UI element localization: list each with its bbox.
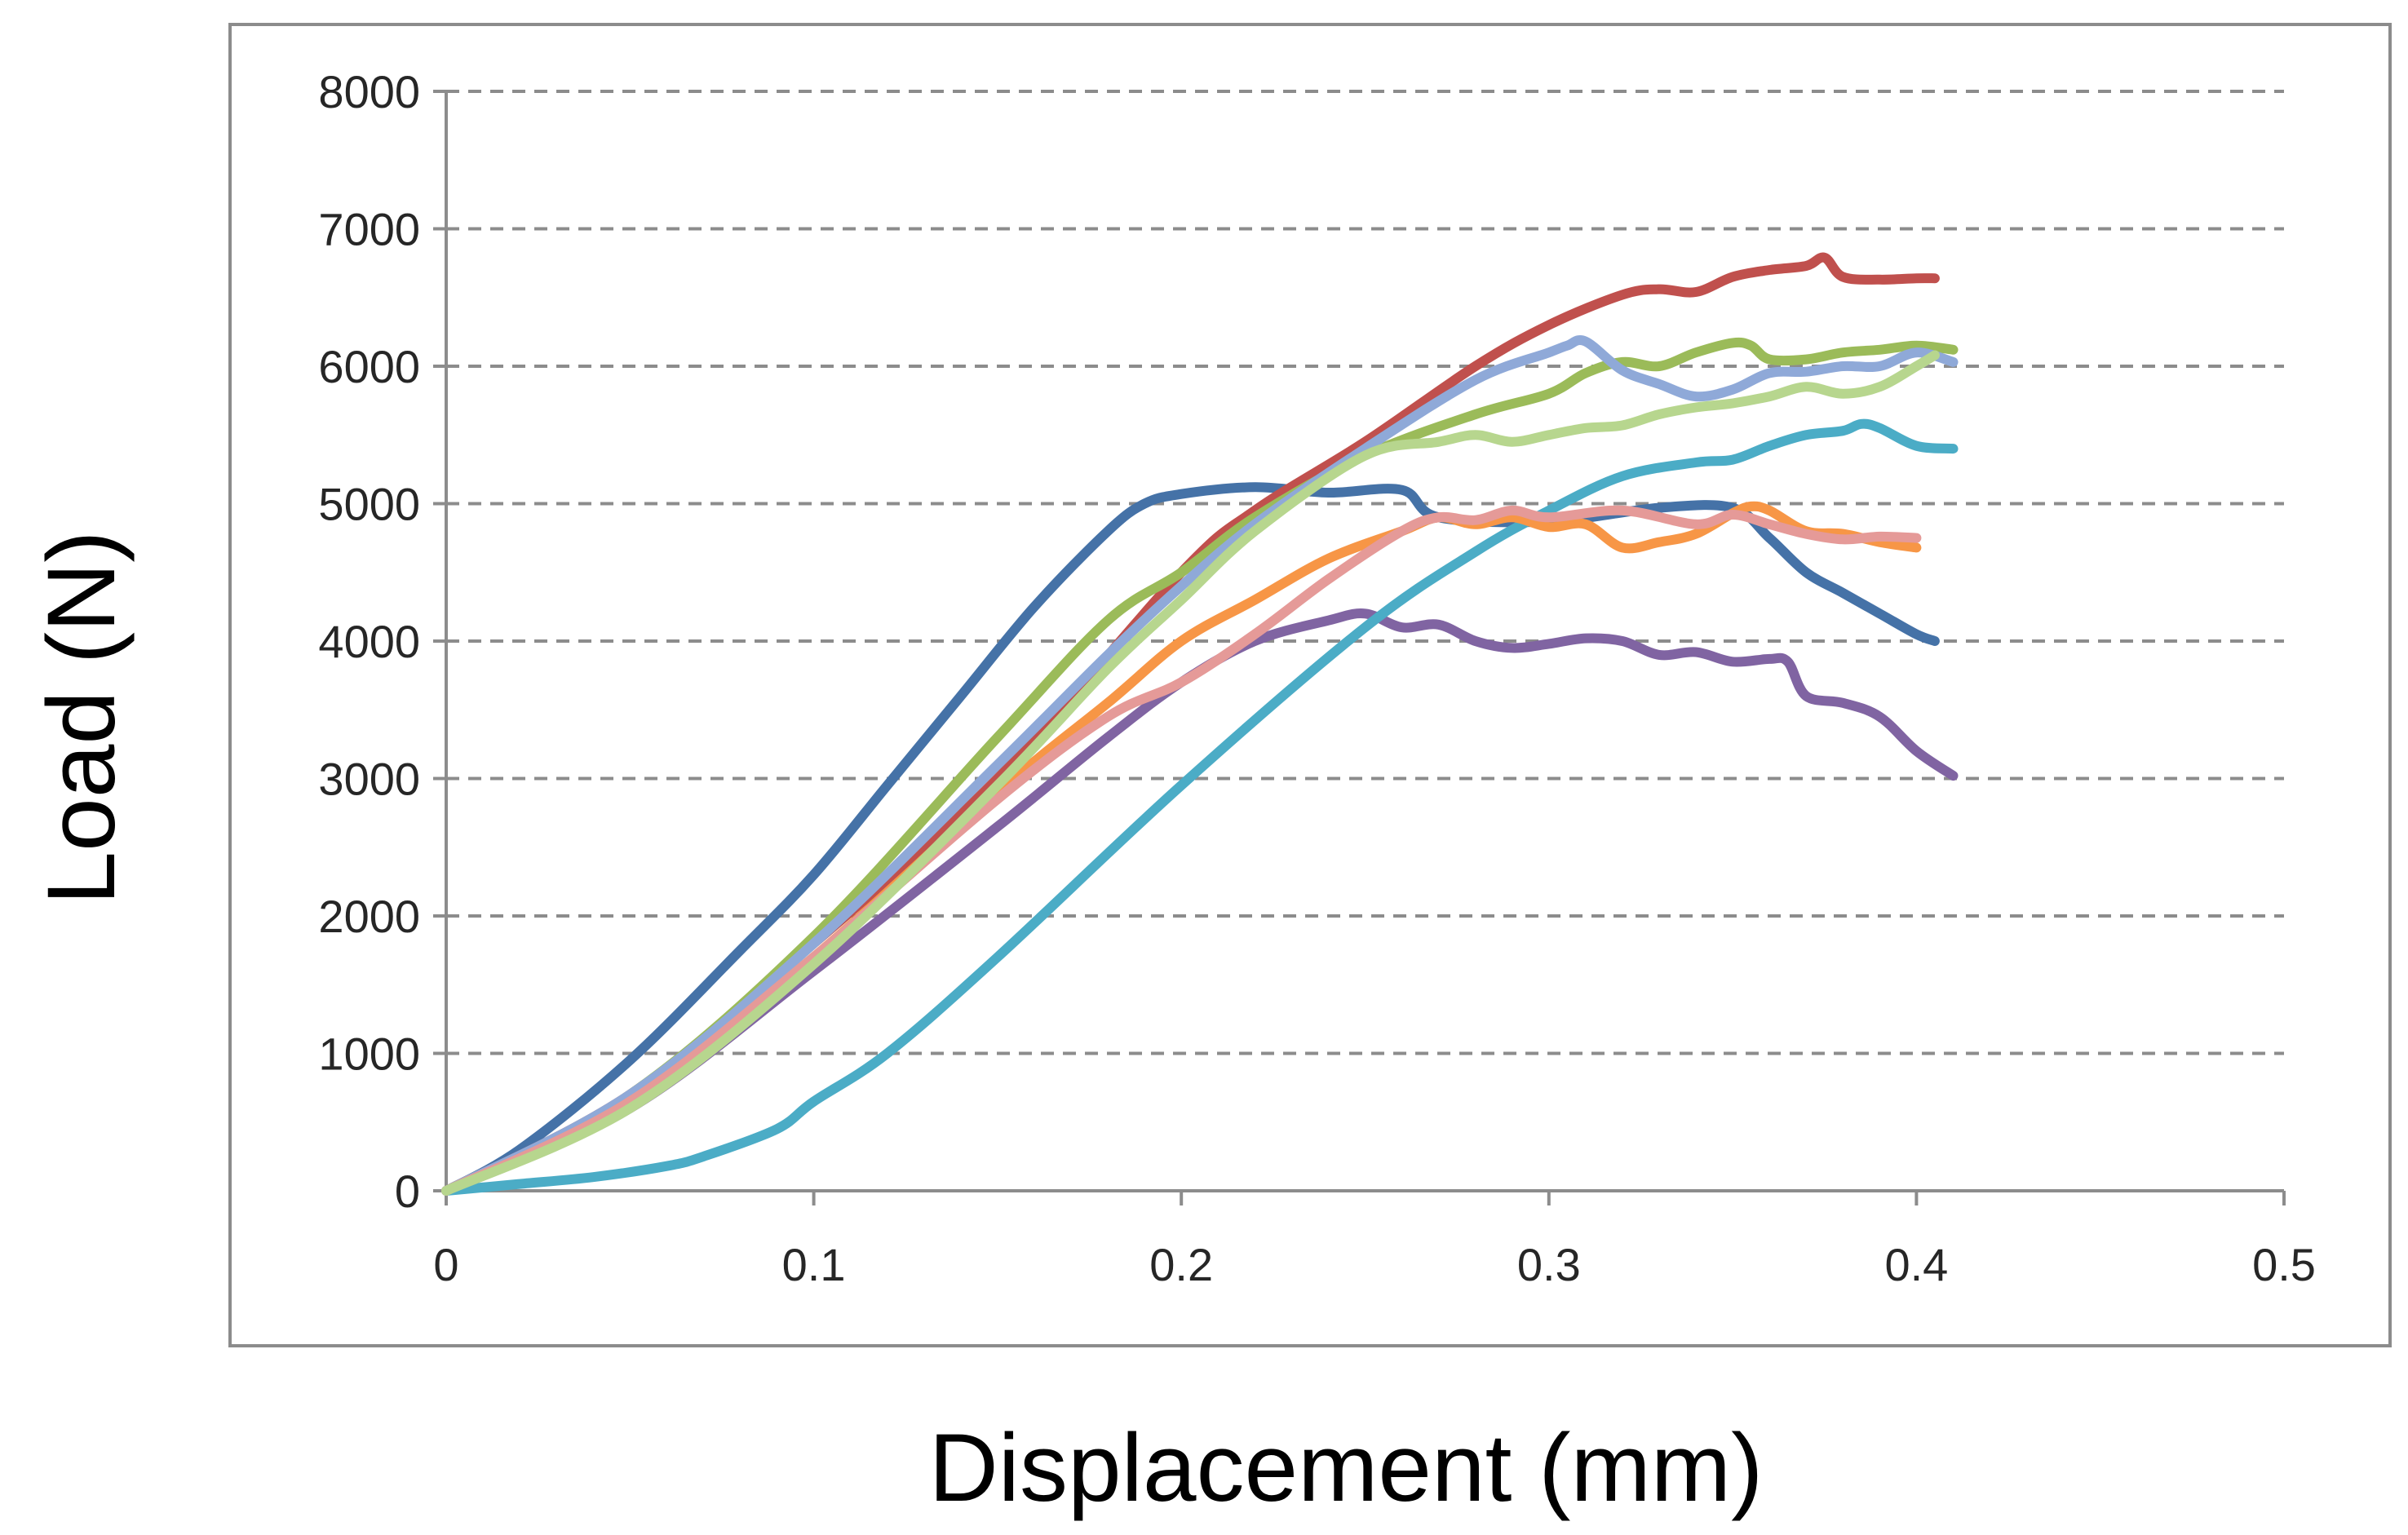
- series-line-teal: [441, 418, 1959, 1196]
- series-line-light-blue: [441, 335, 1959, 1196]
- gridlines: [446, 90, 2284, 1055]
- y-tick-label: 0: [395, 1166, 420, 1217]
- x-axis-title: Displacement (mm): [929, 1414, 1764, 1522]
- y-tick-label: 3000: [318, 754, 420, 805]
- series-line-green: [441, 337, 1959, 1196]
- series-line-light-green: [441, 350, 1940, 1196]
- series-line-dark-blue: [441, 482, 1940, 1196]
- tick-labels: 0 1000 2000 3000 4000 5000 6000 7000 8000 0 0.1 0.2…: [318, 66, 2316, 1290]
- y-tick-label: 1000: [318, 1028, 420, 1080]
- y-tick-label: 4000: [318, 616, 420, 667]
- y-tick-label: 6000: [318, 341, 420, 392]
- axes: [433, 90, 2286, 1205]
- x-tick-label: 0: [433, 1239, 458, 1290]
- x-tick-label: 0.5: [2252, 1239, 2316, 1290]
- x-tick-label: 0.2: [1149, 1239, 1213, 1290]
- x-tick-label: 0.1: [782, 1239, 846, 1290]
- series-line-purple: [441, 608, 1959, 1196]
- series-lines: [441, 252, 1959, 1196]
- y-tick-label: 5000: [318, 479, 420, 530]
- x-tick-label: 0.3: [1517, 1239, 1581, 1290]
- y-tick-label: 7000: [318, 204, 420, 255]
- y-tick-label: 8000: [318, 66, 420, 117]
- y-axis-title: Load (N): [28, 530, 135, 905]
- y-tick-label: 2000: [318, 891, 420, 942]
- x-tick-label: 0.4: [1884, 1239, 1948, 1290]
